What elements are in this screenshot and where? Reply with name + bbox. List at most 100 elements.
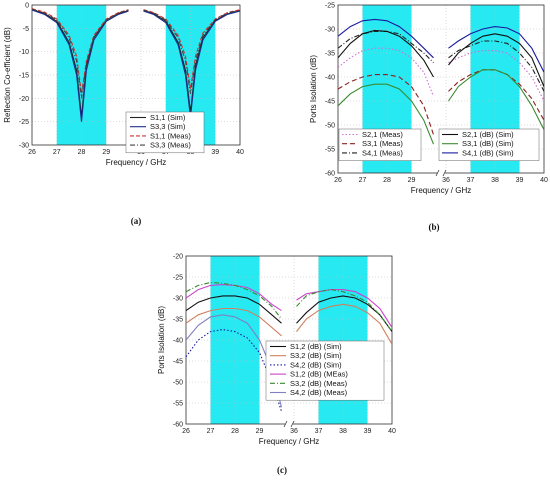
x-tick-label: 26	[28, 149, 36, 156]
series-line	[296, 289, 392, 332]
series-line	[32, 8, 129, 99]
x-tick-label: 28	[78, 149, 86, 156]
x-tick-label: 40	[388, 428, 396, 435]
x-axis-label: Frequency / GHz	[106, 158, 166, 167]
x-tick-label: 40	[236, 149, 244, 156]
series-line	[448, 69, 544, 121]
x-tick-label: 38	[491, 177, 499, 184]
axis-break-mark	[442, 169, 447, 177]
y-tick-label: -50	[325, 123, 335, 130]
legend-entry: S2,1 (Meas)	[362, 130, 403, 139]
x-tick-label: 27	[53, 149, 61, 156]
x-axis-label: Frequency / GHz	[411, 186, 471, 195]
legend-entry: S1,2 (dB) (Sim)	[290, 342, 342, 351]
y-tick-label: -55	[325, 147, 335, 154]
legend-entry: S1,1 (Meas)	[150, 131, 191, 140]
x-tick-label: 36	[290, 428, 298, 435]
y-tick-label: -25	[325, 3, 335, 10]
series-line	[448, 69, 544, 131]
x-tick-label: 29	[102, 149, 110, 156]
legend-entry: S3,1 (dB) (Sim)	[462, 139, 514, 148]
y-tick-label: -15	[19, 73, 29, 80]
chart-b: 26 27 28 29 36 37 38 39 40 -25 -30 -35 -40 -45 -50 -55 -…	[309, 3, 548, 233]
legend-entry: S4,1 (Meas)	[362, 148, 403, 157]
y-axis-label: Ports Isolation (dB)	[309, 55, 318, 123]
x-tick-label: 36	[442, 177, 450, 184]
legend-entry: S2,1 (dB) (Sim)	[462, 130, 514, 139]
y-tick-label: -30	[173, 296, 183, 303]
y-tick-label: -5	[23, 26, 29, 33]
y-tick-label: -35	[325, 51, 335, 58]
panel-label: (c)	[277, 465, 287, 475]
series-line	[338, 74, 435, 135]
x-tick-label: 26	[334, 177, 342, 184]
x-tick-label: 29	[256, 428, 264, 435]
series-line	[338, 18, 434, 59]
x-tick-label: 28	[231, 428, 239, 435]
series-line	[338, 29, 434, 78]
axis-break-mask	[285, 421, 293, 427]
y-axis-label: Reflection Co-efficient (dB)	[3, 27, 12, 123]
series-line	[143, 9, 240, 94]
y-tick-label: -45	[173, 359, 183, 366]
axis-break-mark	[435, 169, 440, 177]
legend-box	[265, 340, 385, 401]
y-tick-label: -30	[325, 27, 335, 34]
y-tick-label: -25	[173, 275, 183, 282]
legend-entry: S3,2 (dB) (Sim)	[290, 351, 342, 360]
legend-entry: S3,2 (dB) (Meas)	[290, 379, 348, 388]
series-line	[448, 50, 544, 102]
legend-entry: S4,1 (dB) (Sim)	[462, 148, 514, 157]
y-tick-label: -10	[19, 49, 29, 56]
series-line	[296, 289, 392, 328]
legend-entry: S4,2 (dB) (Sim)	[290, 360, 342, 369]
series-line	[186, 307, 282, 337]
x-tick-label: 27	[207, 428, 215, 435]
x-tick-label: 38	[339, 428, 347, 435]
series-line	[448, 26, 544, 73]
panel-label: (b)	[429, 222, 440, 232]
x-tick-label: 39	[364, 428, 372, 435]
y-tick-label: -25	[19, 119, 29, 126]
legend-box	[125, 111, 205, 154]
x-tick-label: 29	[408, 177, 416, 184]
legend-entry: S4,2 (dB) (Meas)	[290, 388, 348, 397]
y-tick-label: -35	[173, 317, 183, 324]
y-tick-label: -30	[19, 143, 29, 150]
x-tick-label: 39	[211, 149, 219, 156]
y-tick-label: -45	[325, 99, 335, 106]
axis-break-mask	[437, 170, 445, 176]
x-tick-label: 26	[182, 428, 190, 435]
chart-a: 2627282936373839400-5-10-15-20-25-30Freq…	[3, 3, 244, 227]
legend-entry: S1,2 (dB) (MEas)	[290, 370, 348, 379]
x-tick-label: 27	[359, 177, 367, 184]
chart-c: 26 27 28 29 36 37 38 39 40 -20 -25 -30 -35 -40 -45 -50 -…	[157, 254, 396, 476]
x-tick-label: 37	[315, 428, 323, 435]
x-tick-label: 40	[540, 177, 548, 184]
y-tick-label: -20	[173, 254, 183, 261]
legend-entry: S1,1 (Sim)	[150, 113, 186, 122]
x-tick-label: 37	[467, 177, 475, 184]
y-tick-label: -40	[325, 75, 335, 82]
series-line	[338, 83, 435, 145]
y-axis-label: Ports Isolation (dB)	[157, 306, 166, 374]
series-line	[143, 9, 240, 90]
series-line	[32, 8, 129, 94]
y-tick-label: -60	[325, 171, 335, 178]
y-tick-label: -55	[173, 401, 183, 408]
axis-break-mark	[283, 420, 288, 428]
series-line	[186, 328, 283, 412]
axis-break-mark	[290, 420, 295, 428]
y-tick-label: -60	[173, 422, 183, 429]
series-line	[186, 281, 282, 320]
panel-label: (a)	[131, 216, 142, 226]
y-tick-label: -50	[173, 380, 183, 387]
x-tick-label: 28	[383, 177, 391, 184]
series-line	[448, 33, 544, 87]
series-line	[32, 9, 129, 122]
y-tick-label: 0	[25, 3, 29, 10]
series-line	[186, 295, 282, 324]
legend-entry: S3,1 (Meas)	[362, 139, 403, 148]
x-axis-label: Frequency / GHz	[259, 437, 319, 446]
